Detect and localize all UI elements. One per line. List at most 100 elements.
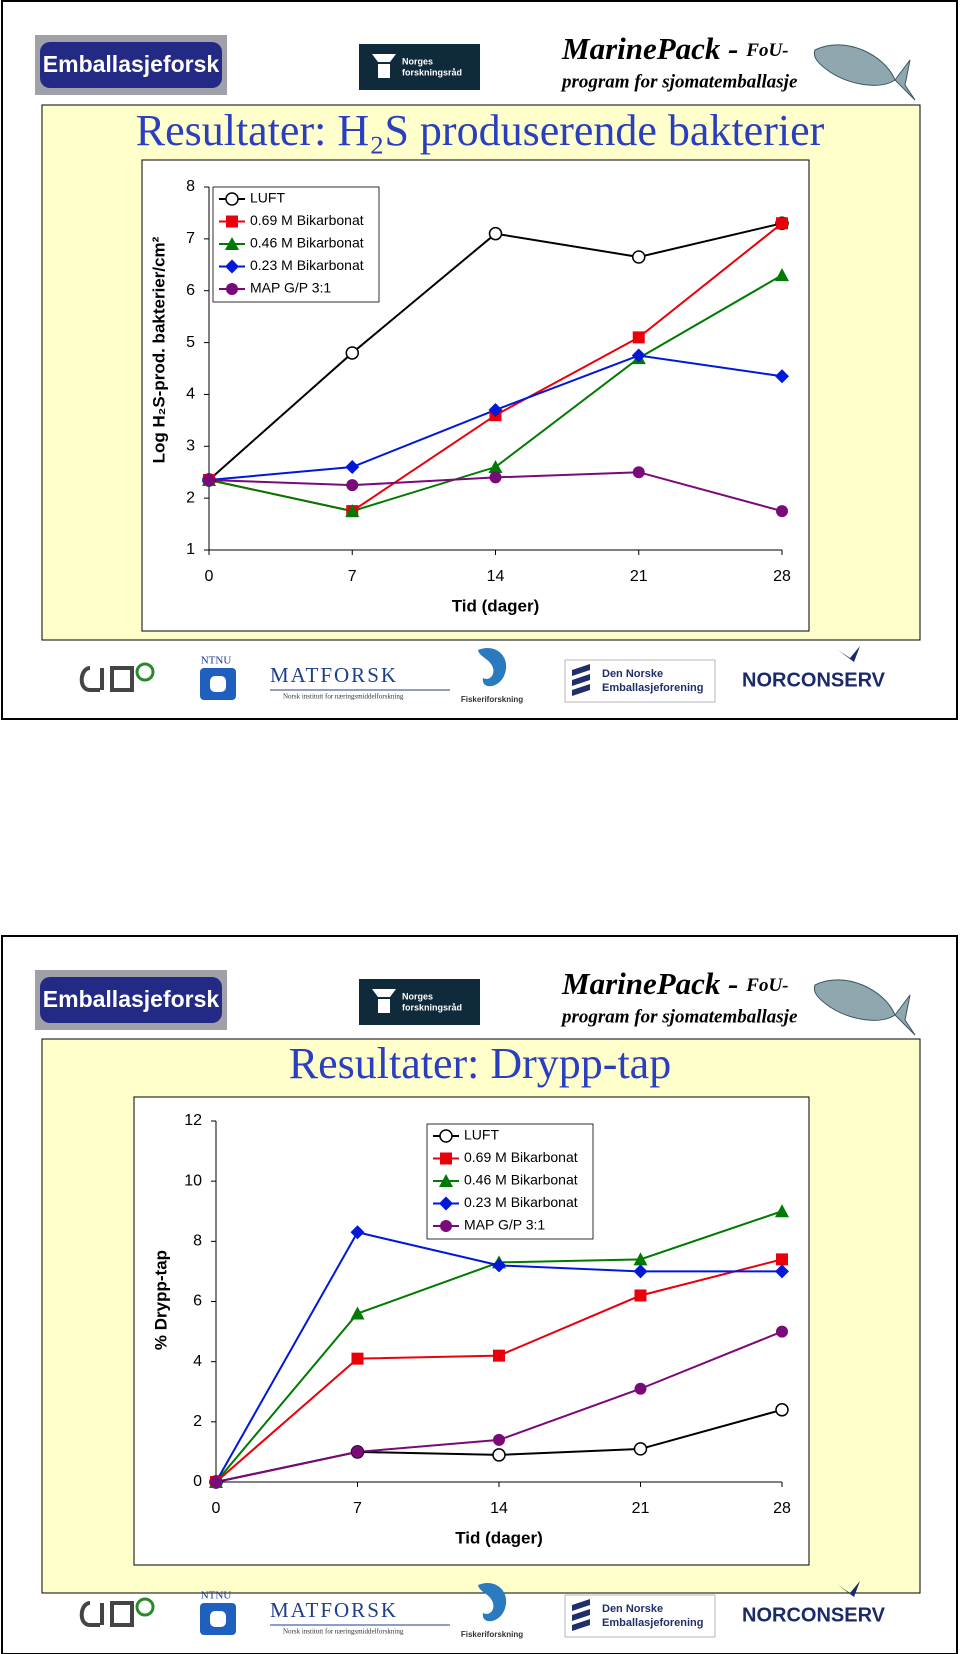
y-tick-label: 1 [186,541,195,558]
y-tick-label: 3 [186,438,195,455]
ntnu-logo-inner [210,676,226,692]
legend-marker [226,215,238,228]
sintef-logo-dot [135,1597,155,1617]
marker [488,460,503,474]
funder-text: Norges [402,56,433,66]
emb-text: Emballasjeforening [602,1617,703,1629]
x-axis-label: Tid (dager) [452,596,540,615]
x-tick-label: 21 [630,568,648,585]
marker [632,250,646,264]
program-title-suffix: FoU- [745,40,788,61]
legend-marker [225,237,239,250]
marker [210,1476,222,1488]
x-tick-label: 14 [487,568,505,585]
marker [633,1264,648,1279]
x-tick-label: 28 [773,568,791,585]
y-tick-label: 2 [193,1413,202,1430]
y-tick-label: 4 [186,386,195,403]
program-title-main: MarinePack - [561,31,746,66]
logo-bg [40,42,222,88]
ntnu-label: NTNU [201,1590,232,1602]
x-tick-label: 21 [632,1500,650,1517]
y-tick-label: 8 [193,1233,202,1250]
funder-text: forskningsråd [402,67,462,77]
y-tick-label: 0 [193,1473,202,1490]
norconserv-bird [838,1581,860,1597]
y-tick-label: 12 [184,1112,202,1129]
emb-icon [572,664,590,696]
legend-label: 0.23 M Bikarbonat [464,1194,578,1210]
program-subtitle: program for sjomatemballasje [560,1006,798,1027]
slide-title: Resultater: H₂S produserende bakterier [136,106,825,155]
matforsk-sub: Norsk institutt for næringsmiddelforskni… [283,693,404,701]
logo-bg [40,977,222,1023]
legend-label: LUFT [464,1127,499,1143]
ntnu-label: NTNU [201,655,232,667]
y-tick-label: 5 [186,334,195,351]
funder-icon [372,54,396,78]
legend-marker [439,1129,453,1143]
y-tick-label: 7 [186,230,195,247]
marker [775,268,789,282]
logo-text: Emballasjeforsk [43,51,220,77]
matforsk-logo: MATFORSK [270,1598,398,1622]
marker [351,1352,364,1365]
legend-label: 0.69 M Bikarbonat [250,212,364,228]
legend-label: MAP G/P 3:1 [464,1217,545,1233]
legend-marker [439,1174,453,1187]
marker [633,1442,648,1456]
emb-text: Den Norske [602,668,663,680]
y-axis-label: % Drypp-tap [151,1250,170,1350]
legend-label: MAP G/P 3:1 [250,280,331,296]
legend-label: LUFT [250,190,285,206]
x-tick-label: 7 [353,1500,362,1517]
x-tick-label: 0 [205,568,214,585]
marker [631,348,646,363]
y-tick-label: 4 [193,1353,202,1370]
sintef-logo [79,1601,134,1627]
legend-label: 0.46 M Bikarbonat [250,235,364,251]
funder-text: forskningsråd [402,1002,462,1012]
marker [775,369,789,384]
marker [203,473,215,486]
emb-text: Emballasjeforening [602,682,703,694]
norconserv-logo: NORCONSERV [742,1604,886,1626]
marker [634,1289,647,1302]
emb-icon [572,1599,590,1631]
marker [776,505,788,518]
matforsk-sub: Norsk institutt for næringsmiddelforskni… [283,1628,404,1636]
legend-marker [440,1220,452,1232]
legend-label: 0.23 M Bikarbonat [250,257,364,273]
marker [345,346,359,360]
matforsk-logo: MATFORSK [270,663,398,687]
marker [493,1433,505,1446]
norconserv-bird [838,646,860,662]
marker [775,1403,789,1417]
marker [488,402,503,417]
marker [632,466,645,479]
y-tick-label: 2 [186,489,195,506]
program-title-suffix: FoU- [745,975,788,996]
program-subtitle: program for sjomatemballasje [560,71,798,92]
emb-text: Den Norske [602,1603,663,1615]
y-tick-label: 8 [186,178,195,195]
fiskeri-logo [478,648,507,687]
program-title: MarinePack - FoU- [561,966,789,1001]
marker [775,1264,789,1279]
y-tick-label: 10 [184,1172,202,1189]
x-tick-label: 7 [348,568,357,585]
logo-text: Emballasjeforsk [43,986,220,1012]
x-tick-label: 14 [490,1500,508,1517]
x-tick-label: 28 [773,1500,791,1517]
marker [346,479,359,492]
y-axis-label: Log H₂S-prod. bakterier/cm² [149,236,168,463]
marker [775,1204,789,1218]
slide-title: Resultater: Drypp-tap [289,1039,671,1088]
legend-marker [439,1196,453,1211]
funder-text: Norges [402,991,433,1001]
fish-icon [813,44,916,101]
marker [345,504,360,518]
ntnu-logo-inner [210,1611,226,1627]
fiskeri-logo [478,1583,507,1622]
